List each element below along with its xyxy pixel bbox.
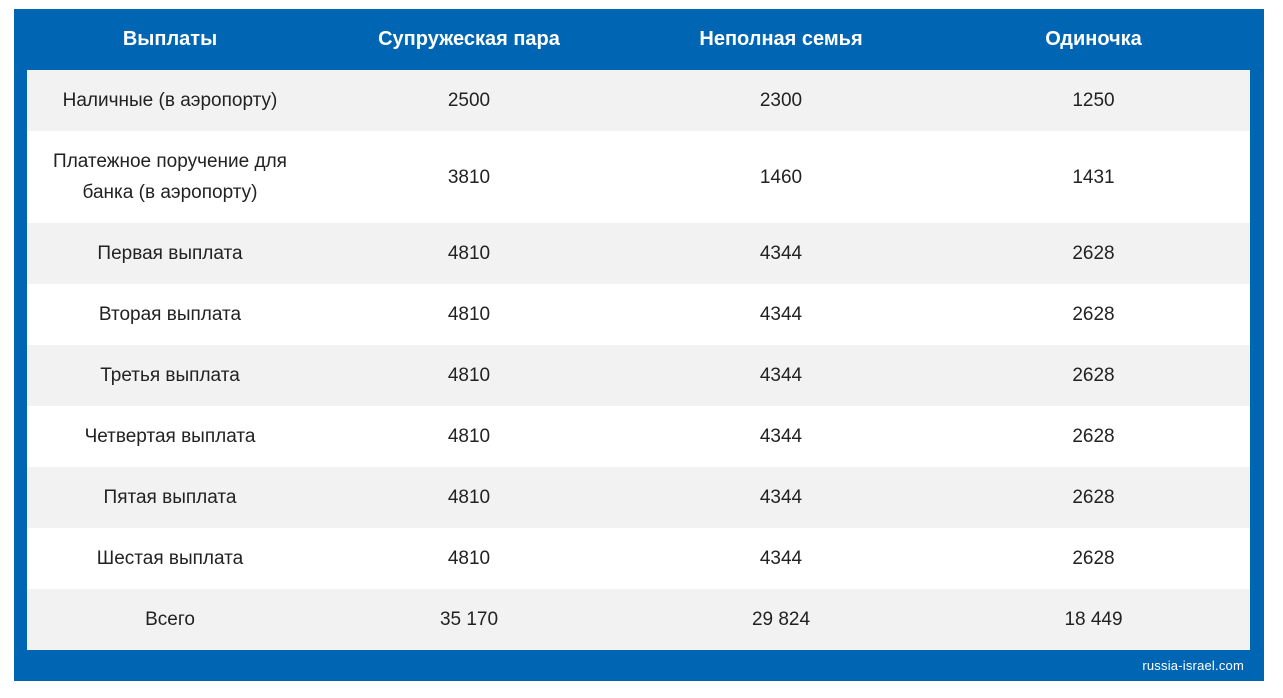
row-label: Пятая выплата — [27, 467, 313, 528]
payments-table: Выплаты Супружеская пара Неполная семья … — [27, 9, 1250, 650]
table-header: Выплаты Супружеская пара Неполная семья … — [27, 9, 1250, 70]
cell-single-parent-family: 4344 — [625, 345, 937, 406]
table-frame: Выплаты Супружеская пара Неполная семья … — [14, 9, 1264, 681]
cell-single: 2628 — [937, 467, 1250, 528]
row-label: Первая выплата — [27, 223, 313, 284]
cell-married-couple: 4810 — [313, 223, 625, 284]
cell-married-couple: 4810 — [313, 345, 625, 406]
cell-single-parent-family: 4344 — [625, 528, 937, 589]
header-payments: Выплаты — [27, 9, 313, 70]
cell-married-couple: 35 170 — [313, 589, 625, 650]
cell-single: 2628 — [937, 406, 1250, 467]
header-row: Выплаты Супружеская пара Неполная семья … — [27, 9, 1250, 70]
header-married-couple: Супружеская пара — [313, 9, 625, 70]
cell-single: 2628 — [937, 223, 1250, 284]
total-row: Всего 35 170 29 824 18 449 — [27, 589, 1250, 650]
row-label: Платежное поручение для банка (в аэропор… — [27, 131, 313, 223]
cell-single-parent-family: 4344 — [625, 284, 937, 345]
header-single: Одиночка — [937, 9, 1250, 70]
cell-single-parent-family: 4344 — [625, 223, 937, 284]
cell-married-couple: 4810 — [313, 528, 625, 589]
cell-single: 1431 — [937, 131, 1250, 223]
table-body: Наличные (в аэропорту) 2500 2300 1250 Пл… — [27, 70, 1250, 650]
row-label: Наличные (в аэропорту) — [27, 70, 313, 131]
table-row: Вторая выплата 4810 4344 2628 — [27, 284, 1250, 345]
cell-married-couple: 4810 — [313, 284, 625, 345]
cell-single-parent-family: 4344 — [625, 467, 937, 528]
cell-single: 2628 — [937, 284, 1250, 345]
row-label: Вторая выплата — [27, 284, 313, 345]
row-label: Третья выплата — [27, 345, 313, 406]
cell-married-couple: 4810 — [313, 406, 625, 467]
cell-married-couple: 3810 — [313, 131, 625, 223]
table-row: Первая выплата 4810 4344 2628 — [27, 223, 1250, 284]
table-row: Четвертая выплата 4810 4344 2628 — [27, 406, 1250, 467]
table-row: Наличные (в аэропорту) 2500 2300 1250 — [27, 70, 1250, 131]
cell-single: 1250 — [937, 70, 1250, 131]
table-row: Шестая выплата 4810 4344 2628 — [27, 528, 1250, 589]
row-label: Всего — [27, 589, 313, 650]
cell-single-parent-family: 29 824 — [625, 589, 937, 650]
table-row: Пятая выплата 4810 4344 2628 — [27, 467, 1250, 528]
cell-single: 2628 — [937, 528, 1250, 589]
cell-single-parent-family: 1460 — [625, 131, 937, 223]
cell-married-couple: 4810 — [313, 467, 625, 528]
cell-single-parent-family: 4344 — [625, 406, 937, 467]
header-single-parent-family: Неполная семья — [625, 9, 937, 70]
table-wrapper: Выплаты Супружеская пара Неполная семья … — [27, 9, 1250, 650]
cell-married-couple: 2500 — [313, 70, 625, 131]
row-label: Четвертая выплата — [27, 406, 313, 467]
cell-single: 2628 — [937, 345, 1250, 406]
cell-single: 18 449 — [937, 589, 1250, 650]
table-row: Третья выплата 4810 4344 2628 — [27, 345, 1250, 406]
table-row: Платежное поручение для банка (в аэропор… — [27, 131, 1250, 223]
cell-single-parent-family: 2300 — [625, 70, 937, 131]
watermark-text: russia-israel.com — [1142, 658, 1244, 673]
row-label: Шестая выплата — [27, 528, 313, 589]
